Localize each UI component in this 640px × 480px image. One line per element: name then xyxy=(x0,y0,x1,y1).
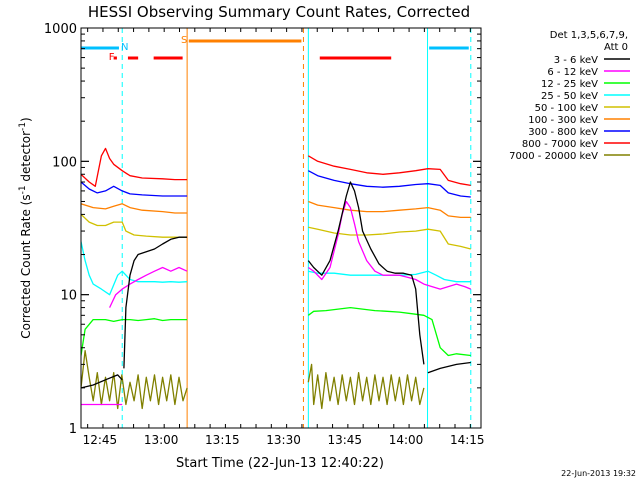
x-axis-label: Start Time (22-Jun-13 12:40:22) xyxy=(176,456,384,471)
series-7-segment-1 xyxy=(307,155,471,187)
chart-title: HESSI Observing Summary Count Rates, Cor… xyxy=(88,3,470,21)
observing-flags: N S F xyxy=(81,35,469,63)
legend-label-8: 7000 - 20000 keV xyxy=(509,151,598,162)
y-axis-label-mid: detector xyxy=(19,131,33,186)
series-7-segment-0 xyxy=(81,147,188,187)
series-4-segment-1 xyxy=(308,226,471,250)
series-6-segment-1 xyxy=(307,170,471,198)
y-axis-label-main: Corrected Count Rate (s xyxy=(19,194,33,338)
x-tick-label-2: 13:15 xyxy=(205,433,240,447)
series-1-segment-1 xyxy=(109,266,188,308)
series-0-segment-1 xyxy=(123,236,188,369)
series-5-segment-0 xyxy=(81,203,188,214)
series-5-segment-1 xyxy=(308,200,471,219)
plot-frame xyxy=(80,27,482,429)
flag-label-n: N xyxy=(121,42,128,53)
legend-label-4: 50 - 100 keV xyxy=(535,103,599,114)
y-axis-label-sup1: -1 xyxy=(18,185,28,194)
y-axis-label-sup2: -1 xyxy=(18,122,28,131)
y-axis-label: Corrected Count Rate (s-1 detector-1) xyxy=(18,117,33,338)
y-axis-label-end: ) xyxy=(19,117,33,122)
x-tick-label-5: 14:00 xyxy=(389,433,424,447)
series-4-segment-0 xyxy=(81,213,188,238)
y-tick-label-0: 1 xyxy=(69,422,77,437)
y-axis-ticks: 1 10 100 1000 xyxy=(44,22,481,437)
x-tick-label-3: 13:30 xyxy=(266,433,301,447)
series-lines xyxy=(81,147,472,410)
legend-label-5: 100 - 300 keV xyxy=(528,115,598,126)
series-8-segment-1 xyxy=(307,363,425,410)
legend-label-7: 800 - 7000 keV xyxy=(522,139,598,150)
series-2-segment-1 xyxy=(307,306,471,357)
x-axis-ticks: 12:45 13:00 13:15 13:30 13:45 14:00 14:15 xyxy=(83,28,485,447)
legend-header-line-0: Det 1,3,5,6,7,9, xyxy=(550,30,628,41)
legend-header-line-1: Att 0 xyxy=(604,42,628,53)
flag-label-s: S xyxy=(181,35,187,46)
x-tick-label-1: 13:00 xyxy=(144,433,179,447)
x-tick-label-0: 12:45 xyxy=(83,433,118,447)
footer-timestamp: 22-Jun-2013 19:32 xyxy=(561,469,636,478)
vertical-markers xyxy=(80,28,472,428)
series-2-segment-0 xyxy=(81,318,188,356)
x-tick-label-4: 13:45 xyxy=(327,433,362,447)
series-0-segment-3 xyxy=(427,361,471,374)
series-1-segment-2 xyxy=(307,200,472,290)
series-3-segment-0 xyxy=(81,241,188,296)
legend-label-2: 12 - 25 keV xyxy=(541,79,598,90)
series-8-segment-0 xyxy=(81,350,188,410)
legend-label-1: 6 - 12 keV xyxy=(547,67,598,78)
series-6-segment-0 xyxy=(81,181,188,197)
series-0-segment-0 xyxy=(81,374,123,389)
flag-label-f: F xyxy=(109,52,115,63)
y-tick-label-2: 100 xyxy=(52,155,77,170)
legend-label-6: 300 - 800 keV xyxy=(528,127,598,138)
series-0-segment-2 xyxy=(307,181,425,365)
x-tick-label-6: 14:15 xyxy=(450,433,485,447)
series-3-segment-1 xyxy=(308,270,471,283)
y-tick-label-3: 1000 xyxy=(44,22,77,37)
y-tick-label-1: 10 xyxy=(60,289,77,304)
legend-label-0: 3 - 6 keV xyxy=(554,55,598,66)
legend-label-3: 25 - 50 keV xyxy=(541,91,598,102)
